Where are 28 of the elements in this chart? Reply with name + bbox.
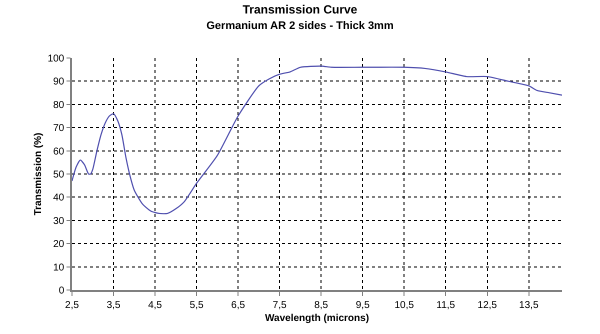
y-tick-label: 70	[53, 123, 65, 134]
y-tick-label: 90	[53, 76, 65, 88]
x-tick-label: 8,5	[314, 300, 329, 311]
x-tick-label: 12,5	[478, 300, 498, 311]
y-tick-label: 60	[53, 146, 65, 158]
y-tick-label: 0	[58, 286, 65, 296]
x-tick-label: 9,5	[356, 300, 370, 311]
x-tick-label: 2,5	[65, 300, 80, 311]
y-tick-label: 30	[53, 216, 65, 227]
y-tick-label: 20	[53, 239, 65, 250]
y-tick-label: 50	[53, 170, 65, 180]
y-tick-label: 80	[53, 100, 65, 111]
x-tick-label: 4,5	[148, 300, 162, 311]
x-tick-label: 6,5	[231, 300, 246, 311]
line-series	[72, 66, 562, 214]
x-tick-label: 3,5	[106, 300, 121, 311]
y-tick-label: 40	[53, 192, 65, 204]
y-tick-label: 100	[48, 54, 65, 64]
x-axis-title: Wavelength (microns)	[264, 312, 370, 324]
x-tick-label: 10,5	[394, 300, 414, 311]
x-tick-label: 13,5	[519, 300, 539, 311]
x-tick-label: 7,5	[272, 300, 288, 311]
chart-subtitle: Germanium AR 2 sides - Thick 3mm	[206, 20, 394, 32]
x-tick-label: 5,5	[190, 300, 204, 311]
y-tick-label: 10	[53, 262, 65, 274]
x-tick-label: 11,5	[436, 300, 456, 311]
y-axis-title: Transmission (%)	[33, 132, 44, 216]
chart-title: Transmission Curve	[242, 2, 358, 16]
